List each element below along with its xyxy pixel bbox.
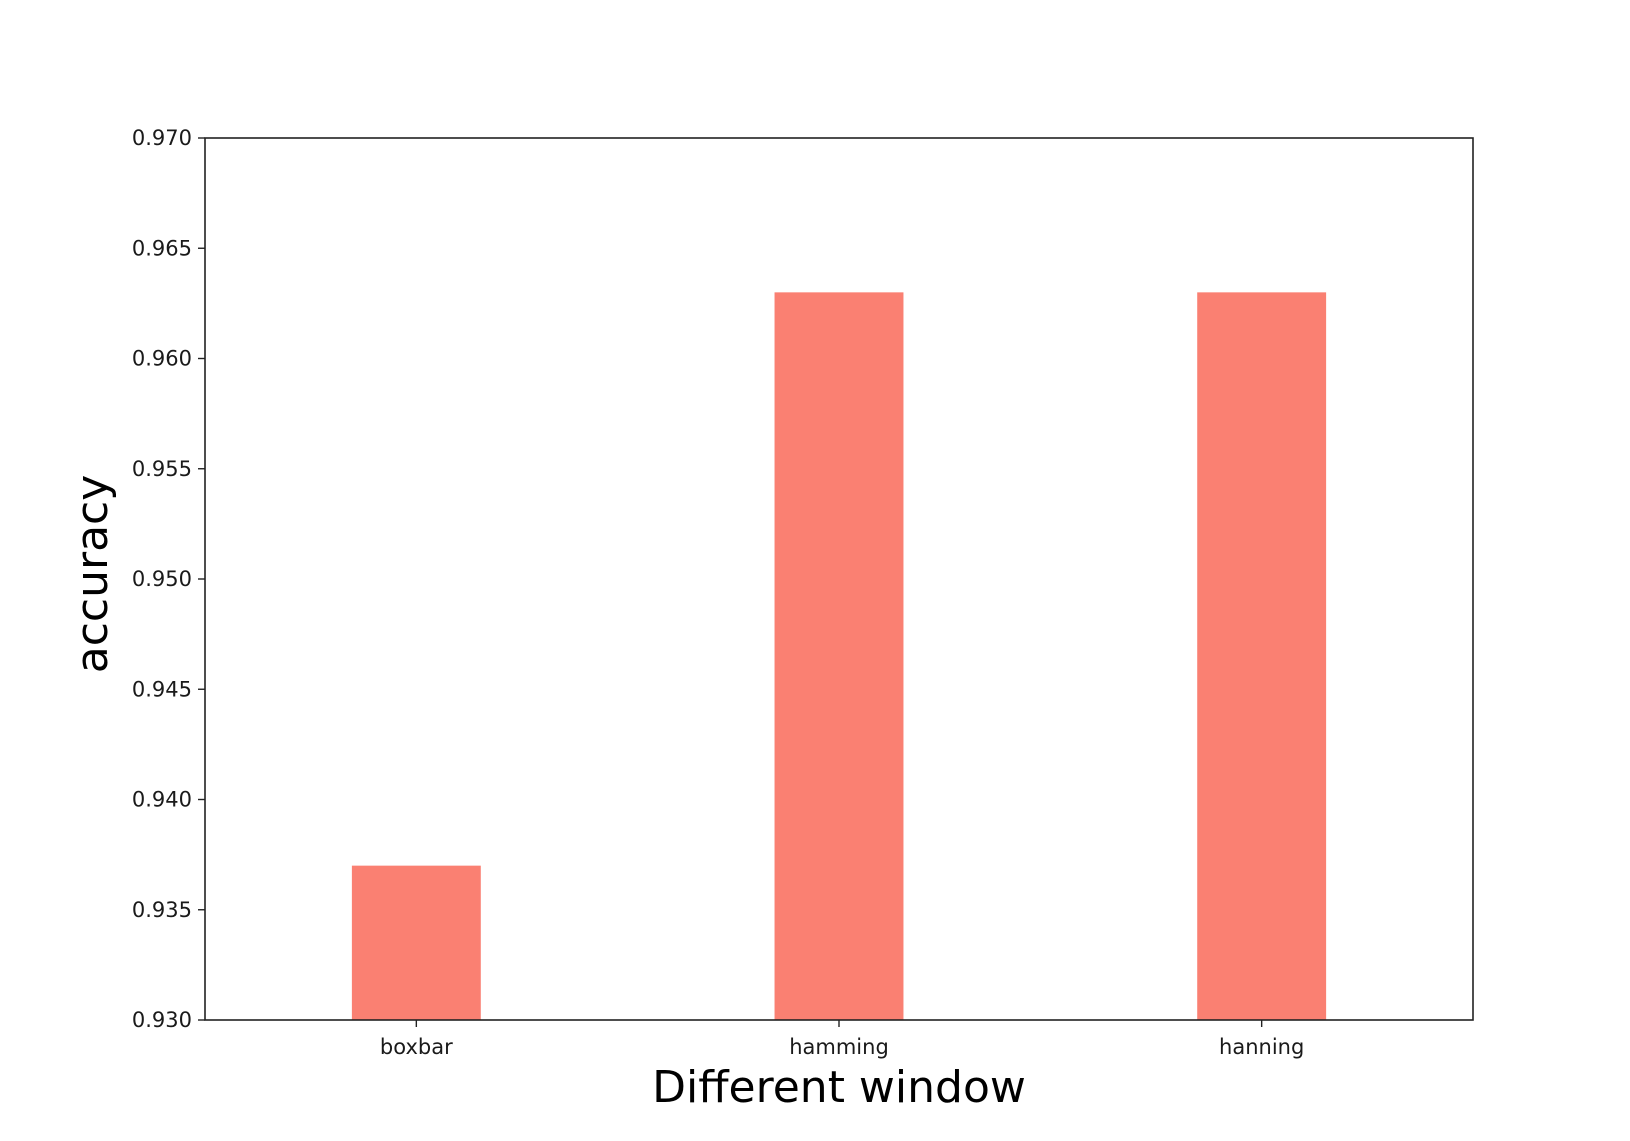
bars-layer bbox=[351, 292, 1327, 1021]
y-tick-label-8: 0.970 bbox=[132, 126, 192, 150]
y-tick-label-6: 0.960 bbox=[132, 347, 192, 371]
bar-boxbar bbox=[351, 865, 481, 1020]
plot-frame bbox=[204, 137, 1474, 1021]
y-axis-title: accuracy bbox=[67, 475, 118, 674]
x-tick-label-boxbar: boxbar bbox=[380, 1035, 453, 1059]
x-axis-title: Different window bbox=[652, 1062, 1026, 1113]
y-tick-label-7: 0.965 bbox=[132, 236, 192, 260]
y-tick-label-0: 0.930 bbox=[132, 1008, 192, 1032]
x-tick-label-hamming: hamming bbox=[789, 1035, 889, 1059]
y-tick-label-5: 0.955 bbox=[132, 457, 192, 481]
y-tick-label-4: 0.950 bbox=[132, 567, 192, 591]
bar-hamming bbox=[774, 292, 904, 1021]
x-tick-label-hanning: hanning bbox=[1219, 1035, 1304, 1059]
y-tick-label-3: 0.945 bbox=[132, 677, 192, 701]
y-tick-label-1: 0.935 bbox=[132, 898, 192, 922]
x-axis: boxbar hamming hanning bbox=[380, 1020, 1304, 1059]
y-axis: 0.930 0.935 0.940 0.945 0.950 0.955 0.960 0.965… bbox=[132, 126, 205, 1032]
y-tick-label-2: 0.940 bbox=[132, 788, 192, 812]
bar-hanning bbox=[1197, 292, 1327, 1021]
